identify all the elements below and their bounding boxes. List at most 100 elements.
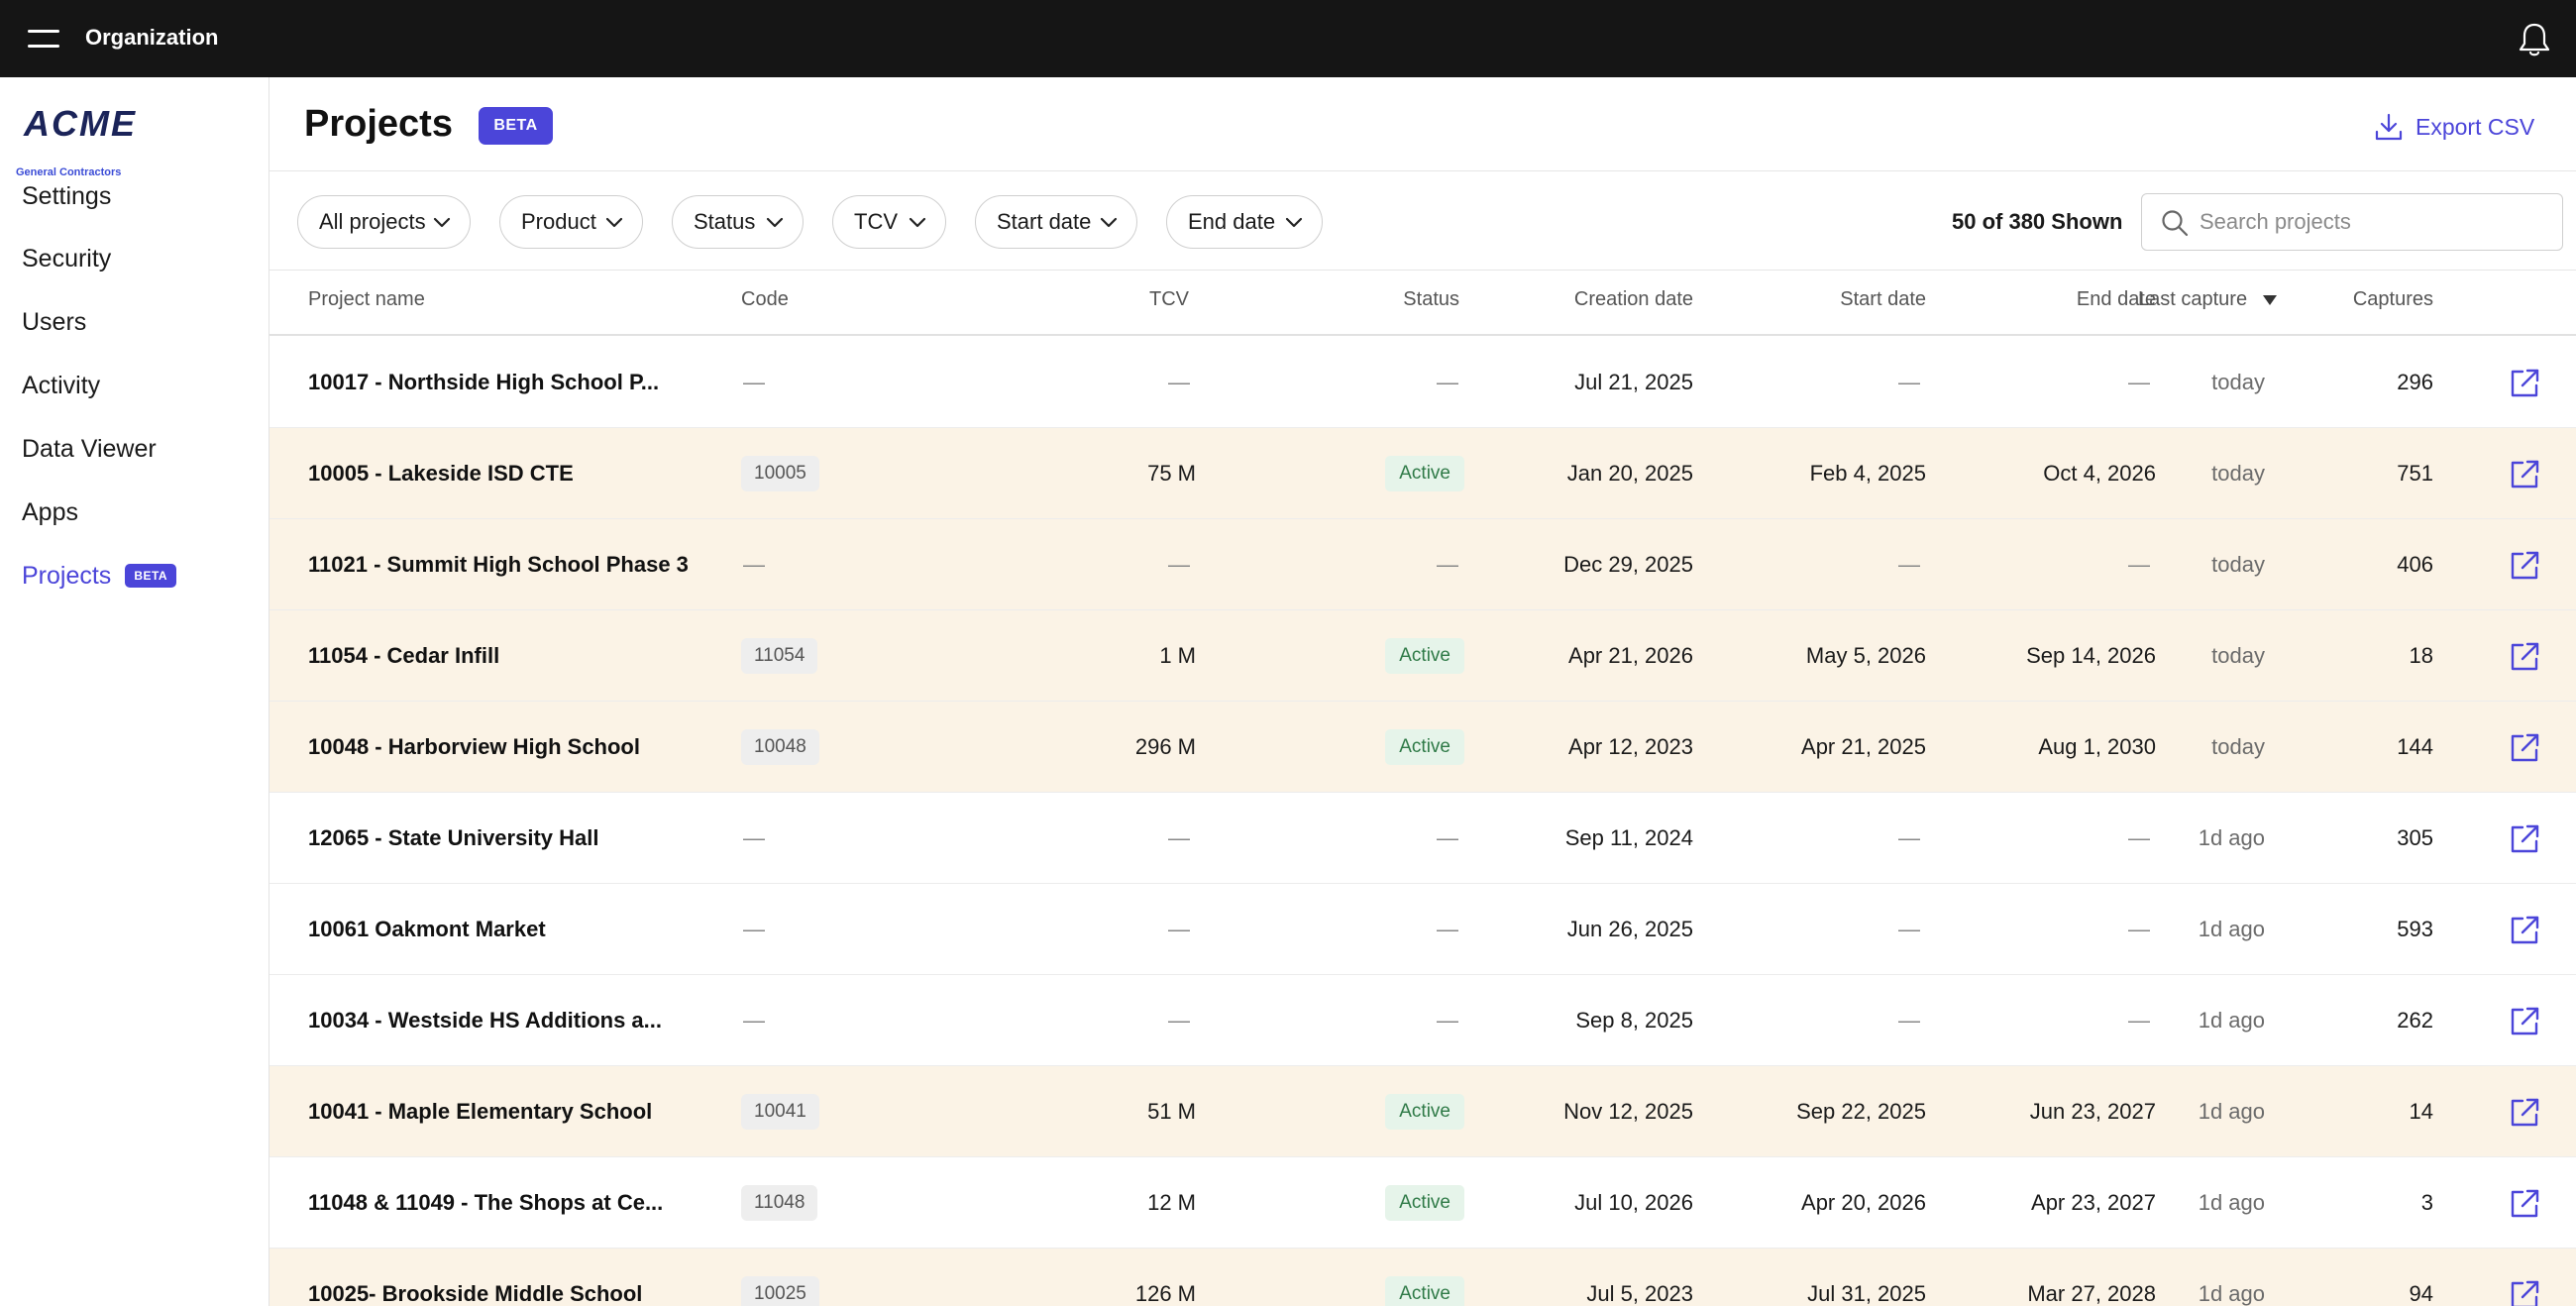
empty-value: — — [743, 1008, 765, 1033]
cell-captures: 305 — [2334, 793, 2433, 884]
external-link-icon[interactable] — [2508, 1096, 2541, 1130]
external-link-icon[interactable] — [2508, 367, 2541, 400]
external-link-icon[interactable] — [2508, 914, 2541, 947]
table-row[interactable]: 11021 - Summit High School Phase 3 — — — Dec… — [269, 519, 2576, 610]
cell-captures-text: 751 — [2397, 461, 2433, 486]
column-header-captures[interactable]: Captures — [2352, 288, 2433, 310]
logo-subtitle: General Contractors — [16, 166, 122, 178]
status-badge: Active — [1385, 729, 1464, 765]
cell-last-capture: 1d ago — [2132, 1249, 2265, 1306]
sidebar-item-label: Projects — [22, 561, 112, 590]
filter-end-date[interactable]: End date — [1166, 195, 1323, 249]
cell-captures: 94 — [2334, 1249, 2433, 1306]
external-link-icon[interactable] — [2508, 822, 2541, 856]
caret-down-icon — [2263, 294, 2278, 305]
cell-creation-date-text: Jun 26, 2025 — [1566, 917, 1693, 941]
cell-end-date: Apr 23, 2027 — [1958, 1157, 2156, 1249]
sidebar-item-apps[interactable]: Apps — [22, 492, 78, 532]
cell-last-capture-text: today — [2211, 552, 2265, 577]
table-row[interactable]: 10061 Oakmont Market — — — Jun 26, 2025 — — 1d … — [269, 884, 2576, 975]
cell-project-name: 10061 Oakmont Market — [308, 884, 724, 975]
cell-last-capture: today — [2132, 337, 2265, 428]
table-row[interactable]: 10025- Brookside Middle School 10025 126 M… — [269, 1249, 2576, 1306]
filter-product[interactable]: Product — [499, 195, 643, 249]
cell-code: 10005 — [741, 428, 890, 519]
table-row[interactable]: 10041 - Maple Elementary School 10041 51 M… — [269, 1066, 2576, 1157]
code-badge: 11054 — [741, 638, 818, 674]
company-logo: ACME General Contractors — [14, 103, 153, 178]
table-row[interactable]: 10034 - Westside HS Additions a... — — — Sep… — [269, 975, 2576, 1066]
cell-status: — — [1311, 975, 1464, 1066]
filter-label: Start date — [997, 209, 1092, 234]
table-header: Project name Code TCV Status Creation da… — [269, 271, 2576, 336]
cell-last-capture-text: 1d ago — [2198, 1099, 2265, 1124]
external-link-icon[interactable] — [2508, 458, 2541, 491]
external-link-icon[interactable] — [2508, 1278, 2541, 1306]
column-header-end-date[interactable]: End date — [2076, 288, 2156, 310]
table-row[interactable]: 11048 & 11049 - The Shops at Ce... 11048 1… — [269, 1157, 2576, 1249]
cell-start-date: — — [1728, 975, 1926, 1066]
cell-code: 11054 — [741, 610, 890, 702]
cell-creation-date-text: Jan 20, 2025 — [1566, 461, 1693, 486]
cell-start-date: Feb 4, 2025 — [1728, 428, 1926, 519]
hamburger-icon[interactable] — [28, 28, 59, 50]
column-header-creation-date[interactable]: Creation date — [1573, 288, 1693, 310]
sidebar-item-projects[interactable]: Projects BETA — [22, 556, 177, 596]
empty-value: — — [1437, 917, 1458, 941]
column-header-tcv[interactable]: TCV — [1149, 288, 1189, 310]
cell-start-date: — — [1728, 793, 1926, 884]
sidebar-item-settings[interactable]: Settings — [22, 176, 111, 216]
empty-value: — — [1437, 552, 1458, 577]
external-link-icon[interactable] — [2508, 1187, 2541, 1221]
cell-start-date-text: Apr 20, 2026 — [1801, 1190, 1926, 1215]
export-csv-button[interactable]: Export CSV — [2374, 107, 2534, 147]
filter-label: All projects — [319, 209, 426, 234]
cell-captures: 262 — [2334, 975, 2433, 1066]
filter-status[interactable]: Status — [672, 195, 804, 249]
status-badge: Active — [1385, 1276, 1464, 1306]
table-row[interactable]: 10017 - Northside High School P... — — — Jul… — [269, 337, 2576, 428]
column-header-start-date[interactable]: Start date — [1840, 288, 1926, 310]
table-row[interactable]: 12065 - State University Hall — — — Sep 11, … — [269, 793, 2576, 884]
cell-tcv: — — [1062, 519, 1196, 610]
external-link-icon[interactable] — [2508, 1005, 2541, 1038]
filter-label: Product — [521, 209, 596, 234]
download-icon — [2375, 113, 2403, 141]
cell-tcv-text: 12 M — [1147, 1190, 1196, 1215]
empty-value: — — [1437, 825, 1458, 850]
sidebar-item-label: Activity — [22, 371, 101, 399]
bell-icon[interactable] — [2515, 20, 2554, 59]
sidebar-item-data-viewer[interactable]: Data Viewer — [22, 429, 157, 469]
cell-end-date-text: Sep 14, 2026 — [2026, 643, 2156, 668]
chevron-down-icon — [1100, 217, 1118, 228]
sidebar-item-security[interactable]: Security — [22, 239, 111, 278]
external-link-icon[interactable] — [2508, 549, 2541, 583]
cell-end-date: Sep 14, 2026 — [1958, 610, 2156, 702]
external-link-icon[interactable] — [2508, 731, 2541, 765]
code-badge: 10041 — [741, 1094, 819, 1130]
column-header-project-name[interactable]: Project name — [308, 288, 425, 310]
table-row[interactable]: 10005 - Lakeside ISD CTE 10005 75 M Active J… — [269, 428, 2576, 519]
filter-tcv[interactable]: TCV — [832, 195, 946, 249]
cell-last-capture-text: today — [2211, 370, 2265, 394]
column-header-last-capture[interactable]: Last capture — [2138, 288, 2279, 311]
table-row[interactable]: 10048 - Harborview High School 10048 296 M… — [269, 702, 2576, 793]
table-row[interactable]: 11054 - Cedar Infill 11054 1 M Active Apr 21… — [269, 610, 2576, 702]
sidebar-item-users[interactable]: Users — [22, 302, 86, 342]
divider — [269, 270, 2576, 271]
filter-start-date[interactable]: Start date — [975, 195, 1137, 249]
cell-last-capture-text: 1d ago — [2198, 917, 2265, 941]
column-header-status[interactable]: Status — [1403, 288, 1459, 310]
external-link-icon[interactable] — [2508, 640, 2541, 674]
column-header-code[interactable]: Code — [741, 288, 789, 310]
cell-last-capture: 1d ago — [2132, 793, 2265, 884]
sidebar-item-activity[interactable]: Activity — [22, 366, 100, 405]
cell-start-date-text: Jul 31, 2025 — [1807, 1281, 1926, 1306]
cell-tcv-text: 126 M — [1134, 1281, 1196, 1306]
filter-label: End date — [1188, 209, 1276, 234]
cell-end-date: — — [1958, 793, 2156, 884]
cell-last-capture-text: 1d ago — [2198, 1008, 2265, 1033]
cell-captures: 296 — [2334, 337, 2433, 428]
filter-all-projects[interactable]: All projects — [297, 195, 471, 249]
search-input[interactable] — [2200, 204, 2546, 240]
